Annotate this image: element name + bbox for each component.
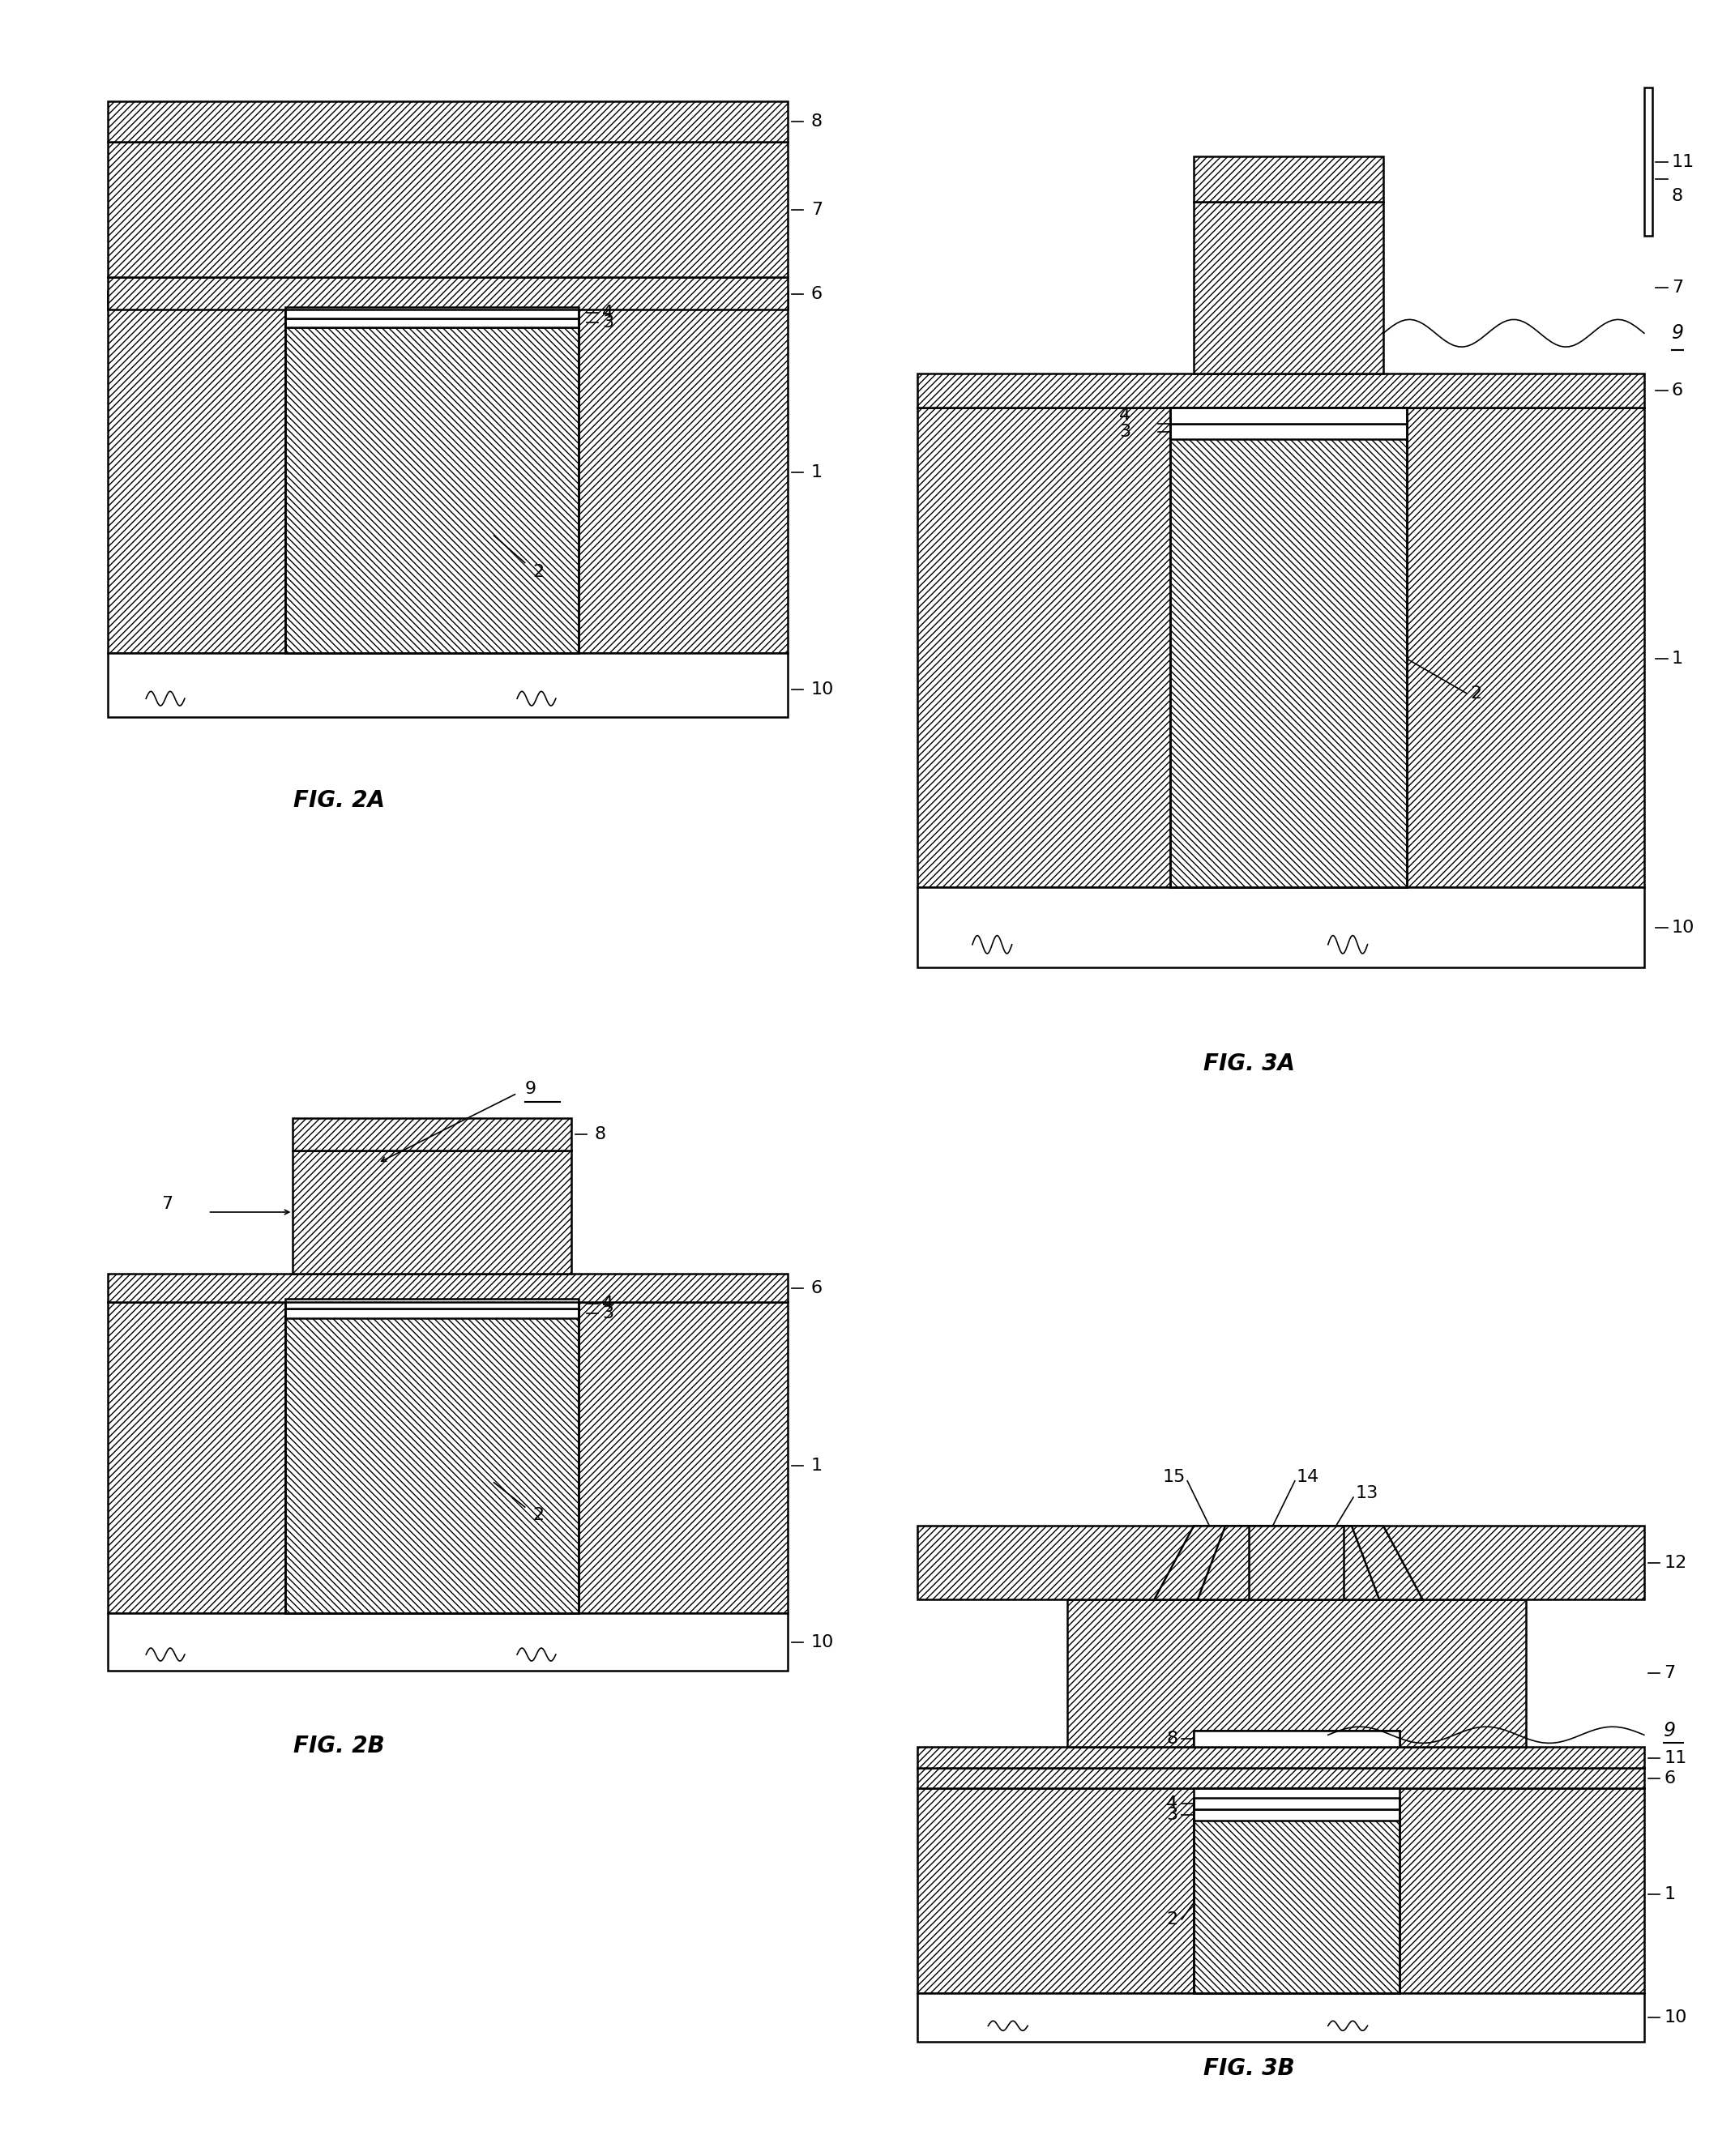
Bar bbox=[1170, 407, 1407, 888]
Text: FIG. 2A: FIG. 2A bbox=[294, 789, 385, 813]
Text: 9: 9 bbox=[526, 1080, 536, 1097]
Text: 11: 11 bbox=[1672, 153, 1694, 170]
Bar bbox=[285, 308, 579, 653]
Bar bbox=[1194, 1787, 1398, 1992]
Text: FIG. 3B: FIG. 3B bbox=[1203, 2057, 1295, 2081]
Text: 10: 10 bbox=[1663, 2009, 1687, 2027]
Text: 1: 1 bbox=[1672, 651, 1684, 666]
Bar bbox=[1194, 1798, 1398, 1809]
Bar bbox=[1170, 407, 1407, 888]
Bar bbox=[107, 1613, 789, 1671]
Text: 8: 8 bbox=[811, 114, 823, 129]
Bar bbox=[917, 888, 1644, 968]
Bar bbox=[107, 1274, 789, 1302]
Text: 10: 10 bbox=[811, 1634, 833, 1649]
Bar bbox=[917, 1787, 1644, 1992]
Bar bbox=[285, 1302, 579, 1613]
Text: 9: 9 bbox=[1663, 1720, 1677, 1740]
Bar bbox=[285, 308, 579, 653]
Bar bbox=[107, 653, 789, 716]
Bar bbox=[292, 1117, 570, 1151]
Bar bbox=[1170, 407, 1407, 423]
Bar bbox=[917, 1526, 1644, 1600]
Text: 7: 7 bbox=[1672, 280, 1684, 295]
Bar bbox=[285, 1309, 579, 1319]
Text: 8: 8 bbox=[1167, 1731, 1179, 1746]
Bar bbox=[107, 278, 789, 308]
Text: 3: 3 bbox=[603, 315, 613, 330]
Bar bbox=[917, 1746, 1644, 1768]
Text: 8: 8 bbox=[1672, 188, 1684, 205]
Bar bbox=[107, 142, 789, 278]
Text: 2: 2 bbox=[1471, 686, 1481, 701]
Text: 6: 6 bbox=[1663, 1770, 1675, 1787]
Text: 4: 4 bbox=[603, 1296, 613, 1313]
Bar bbox=[107, 291, 789, 653]
Text: 1: 1 bbox=[811, 1457, 823, 1475]
Text: 7: 7 bbox=[161, 1197, 174, 1212]
Bar bbox=[917, 1992, 1644, 2042]
Bar bbox=[1194, 1787, 1398, 1992]
Text: 1: 1 bbox=[1663, 1886, 1675, 1904]
Bar bbox=[285, 308, 579, 653]
Text: 14: 14 bbox=[1297, 1468, 1319, 1485]
Text: FIG. 2B: FIG. 2B bbox=[294, 1736, 385, 1757]
Text: 10: 10 bbox=[811, 681, 833, 699]
Text: 6: 6 bbox=[811, 287, 823, 302]
Bar bbox=[285, 1302, 579, 1613]
Text: 11: 11 bbox=[1663, 1751, 1687, 1766]
Bar bbox=[285, 1298, 579, 1309]
Text: FIG. 3A: FIG. 3A bbox=[1203, 1052, 1295, 1076]
Text: 3: 3 bbox=[603, 1307, 613, 1322]
Text: 2: 2 bbox=[1167, 1910, 1179, 1927]
Text: 4: 4 bbox=[1167, 1796, 1179, 1811]
Bar bbox=[285, 319, 579, 328]
Bar bbox=[1194, 1813, 1398, 1992]
Bar bbox=[285, 1302, 579, 1613]
Bar bbox=[917, 1768, 1644, 1787]
Bar bbox=[1170, 423, 1407, 440]
Text: 10: 10 bbox=[1672, 918, 1694, 936]
Bar bbox=[1644, 88, 1653, 237]
Text: 13: 13 bbox=[1356, 1485, 1378, 1501]
Bar bbox=[285, 319, 579, 328]
Text: 2: 2 bbox=[533, 1507, 545, 1524]
Bar bbox=[107, 101, 789, 142]
Text: 6: 6 bbox=[811, 1281, 823, 1296]
Text: 4: 4 bbox=[1118, 407, 1130, 423]
Polygon shape bbox=[1197, 1526, 1380, 1600]
Bar bbox=[1194, 1731, 1398, 1746]
Bar bbox=[107, 1302, 789, 1613]
Text: 8: 8 bbox=[594, 1125, 606, 1143]
Polygon shape bbox=[1154, 1526, 1423, 1600]
Text: 15: 15 bbox=[1163, 1468, 1185, 1485]
Text: 7: 7 bbox=[1663, 1664, 1675, 1682]
Text: 9: 9 bbox=[1672, 323, 1684, 343]
Bar bbox=[1194, 203, 1383, 373]
Bar bbox=[292, 1151, 570, 1274]
Bar bbox=[1067, 1600, 1526, 1746]
Bar bbox=[1194, 1731, 1398, 1746]
Bar bbox=[917, 407, 1644, 888]
Text: 2: 2 bbox=[533, 563, 545, 580]
Bar bbox=[1249, 1526, 1343, 1600]
Bar bbox=[1194, 1809, 1398, 1822]
Bar bbox=[1194, 155, 1383, 203]
Text: 3: 3 bbox=[1167, 1807, 1179, 1824]
Text: 7: 7 bbox=[811, 201, 823, 218]
Bar bbox=[285, 308, 579, 319]
Text: 4: 4 bbox=[603, 304, 613, 321]
Text: 3: 3 bbox=[1118, 423, 1130, 440]
Bar bbox=[917, 373, 1644, 407]
Text: 12: 12 bbox=[1663, 1554, 1687, 1572]
Text: 1: 1 bbox=[811, 464, 823, 481]
Text: 6: 6 bbox=[1672, 382, 1684, 399]
Bar bbox=[1170, 431, 1407, 888]
